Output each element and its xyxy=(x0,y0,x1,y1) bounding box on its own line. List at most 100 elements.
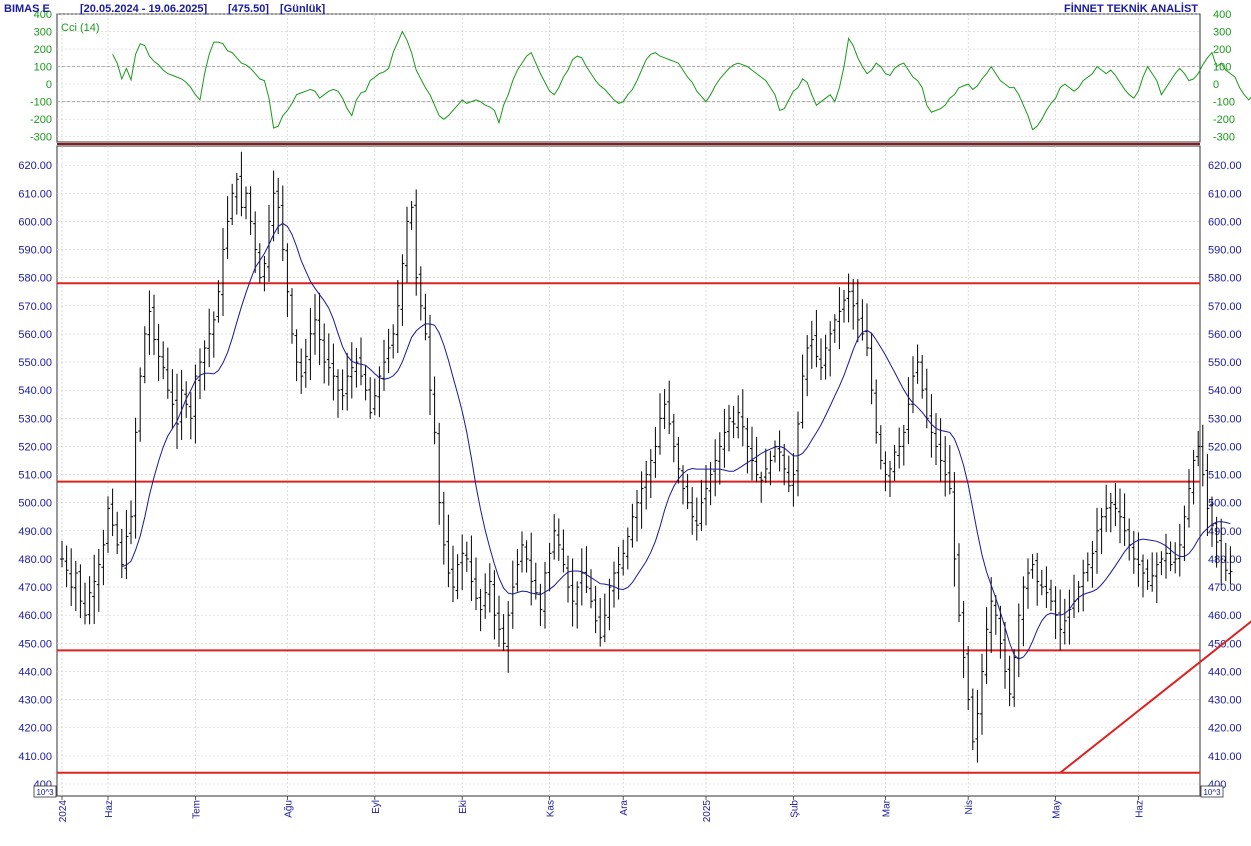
price-tick-label-left: 620.00 xyxy=(18,160,52,172)
ohlc-bar xyxy=(170,369,175,430)
ohlc-bar xyxy=(915,344,920,384)
ohlc-bar xyxy=(809,320,814,369)
price-tick-label-right: 620.00 xyxy=(1208,160,1242,172)
ohlc-bar xyxy=(188,392,193,440)
ohlc-bar xyxy=(671,414,676,463)
ohlc-bar xyxy=(276,178,281,234)
ohlc-bar xyxy=(1062,598,1067,645)
ohlc-bar xyxy=(805,335,810,397)
ohlc-bar xyxy=(395,280,400,354)
ohlc-bar xyxy=(934,413,938,466)
ohlc-bar xyxy=(1223,542,1228,581)
price-tick-label-right: 410.00 xyxy=(1208,751,1242,763)
ohlc-bar xyxy=(437,422,442,525)
ohlc-bar xyxy=(1210,496,1214,547)
cci-tick-label-right: 0 xyxy=(1213,79,1219,91)
ohlc-bar xyxy=(607,578,612,631)
cci-title: Cci (14) xyxy=(61,22,100,34)
ohlc-bar xyxy=(87,576,92,625)
ohlc-bar xyxy=(179,370,184,440)
ohlc-bar xyxy=(561,529,566,573)
ohlc-bar xyxy=(216,280,221,323)
price-tick-label-right: 460.00 xyxy=(1208,610,1242,622)
ohlc-bar xyxy=(639,471,644,529)
cci-tick-label-left: 400 xyxy=(34,9,52,21)
price-tick-label-left: 450.00 xyxy=(18,638,52,650)
price-tick-label-left: 420.00 xyxy=(18,723,52,735)
ohlc-bar xyxy=(740,389,745,447)
price-tick-label-right: 530.00 xyxy=(1208,413,1242,425)
ohlc-bar xyxy=(400,254,405,326)
trendline xyxy=(1059,620,1251,774)
price-tick-label-left: 610.00 xyxy=(18,188,52,200)
header-period: [Günlük] xyxy=(280,3,326,15)
ohlc-bar xyxy=(1168,541,1173,572)
price-tick-label-right: 570.00 xyxy=(1208,301,1242,313)
ohlc-bar xyxy=(1154,552,1159,604)
ohlc-bar xyxy=(515,549,520,592)
ohlc-bar xyxy=(1113,482,1118,527)
price-tick-label-left: 430.00 xyxy=(18,695,52,707)
ohlc-bar xyxy=(474,557,478,611)
price-tick-label-right: 430.00 xyxy=(1208,695,1242,707)
ohlc-bar xyxy=(786,455,791,493)
ohlc-bar xyxy=(73,560,78,612)
ohlc-bar xyxy=(589,569,593,609)
ohlc-bar xyxy=(354,348,359,388)
x-tick-label: Eki xyxy=(458,800,469,814)
ohlc-bar xyxy=(492,570,497,640)
price-tick-label-left: 560.00 xyxy=(18,329,52,341)
ohlc-bar xyxy=(547,542,552,592)
ohlc-bar xyxy=(96,548,101,612)
price-tick-label-right: 580.00 xyxy=(1208,273,1242,285)
ohlc-bar xyxy=(248,186,253,236)
ohlc-bar xyxy=(851,278,856,330)
ohlc-bar xyxy=(593,586,598,634)
price-tick-label-right: 510.00 xyxy=(1208,470,1242,482)
price-tick-label-left: 580.00 xyxy=(18,273,52,285)
ohlc-bar xyxy=(855,279,860,343)
ohlc-bar xyxy=(106,496,110,553)
x-axis: 2024 Haz Tem Ağu Eyl Eki Kas Ara 2025 Şub Mar Nis Ma… xyxy=(58,796,1145,822)
ohlc-bar xyxy=(1173,542,1178,574)
ohlc-bar xyxy=(317,292,322,366)
price-tick-label-left: 460.00 xyxy=(18,610,52,622)
ohlc-bar xyxy=(892,444,897,481)
ohlc-bar xyxy=(142,326,147,384)
ohlc-bar xyxy=(906,377,911,445)
price-tick-label-left: 520.00 xyxy=(18,441,52,453)
ohlc-bar xyxy=(1145,559,1150,590)
ohlc-bar xyxy=(1058,589,1063,651)
ohlc-bar xyxy=(750,426,754,481)
ohlc-bar xyxy=(874,379,879,444)
cci-tick-label-left: 300 xyxy=(34,27,52,39)
ohlc-bar xyxy=(1159,551,1164,576)
horizontal-levels xyxy=(57,282,1200,774)
ohlc-bar xyxy=(814,309,819,368)
ohlc-bar xyxy=(520,531,524,573)
cci-panel xyxy=(56,13,1201,143)
ohlc-bar xyxy=(888,460,892,498)
ohlc-bar xyxy=(239,151,244,217)
ohlc-bar xyxy=(124,509,129,580)
ohlc-bar xyxy=(929,394,934,458)
ohlc-bar xyxy=(681,465,685,505)
ohlc-bar xyxy=(1012,649,1017,707)
ohlc-bar xyxy=(336,369,340,418)
ohlc-bar xyxy=(648,449,653,499)
ohlc-bar xyxy=(1187,469,1191,528)
ohlc-bar xyxy=(704,465,708,526)
ohlc-bar xyxy=(980,653,984,735)
price-tick-label-left: 570.00 xyxy=(18,301,52,313)
ohlc-bar xyxy=(846,273,851,323)
ohlc-bar xyxy=(1164,533,1168,579)
ohlc-bar xyxy=(763,448,768,483)
ohlc-bar xyxy=(308,308,313,381)
ohlc-bar xyxy=(377,366,382,418)
ohlc-bar xyxy=(1182,505,1187,562)
ohlc-bar xyxy=(819,338,823,380)
ohlc-bar xyxy=(460,534,465,591)
ohlc-bar xyxy=(409,201,414,230)
header-symbol: BIMAS E xyxy=(4,3,50,15)
ohlc-bar xyxy=(533,562,538,600)
